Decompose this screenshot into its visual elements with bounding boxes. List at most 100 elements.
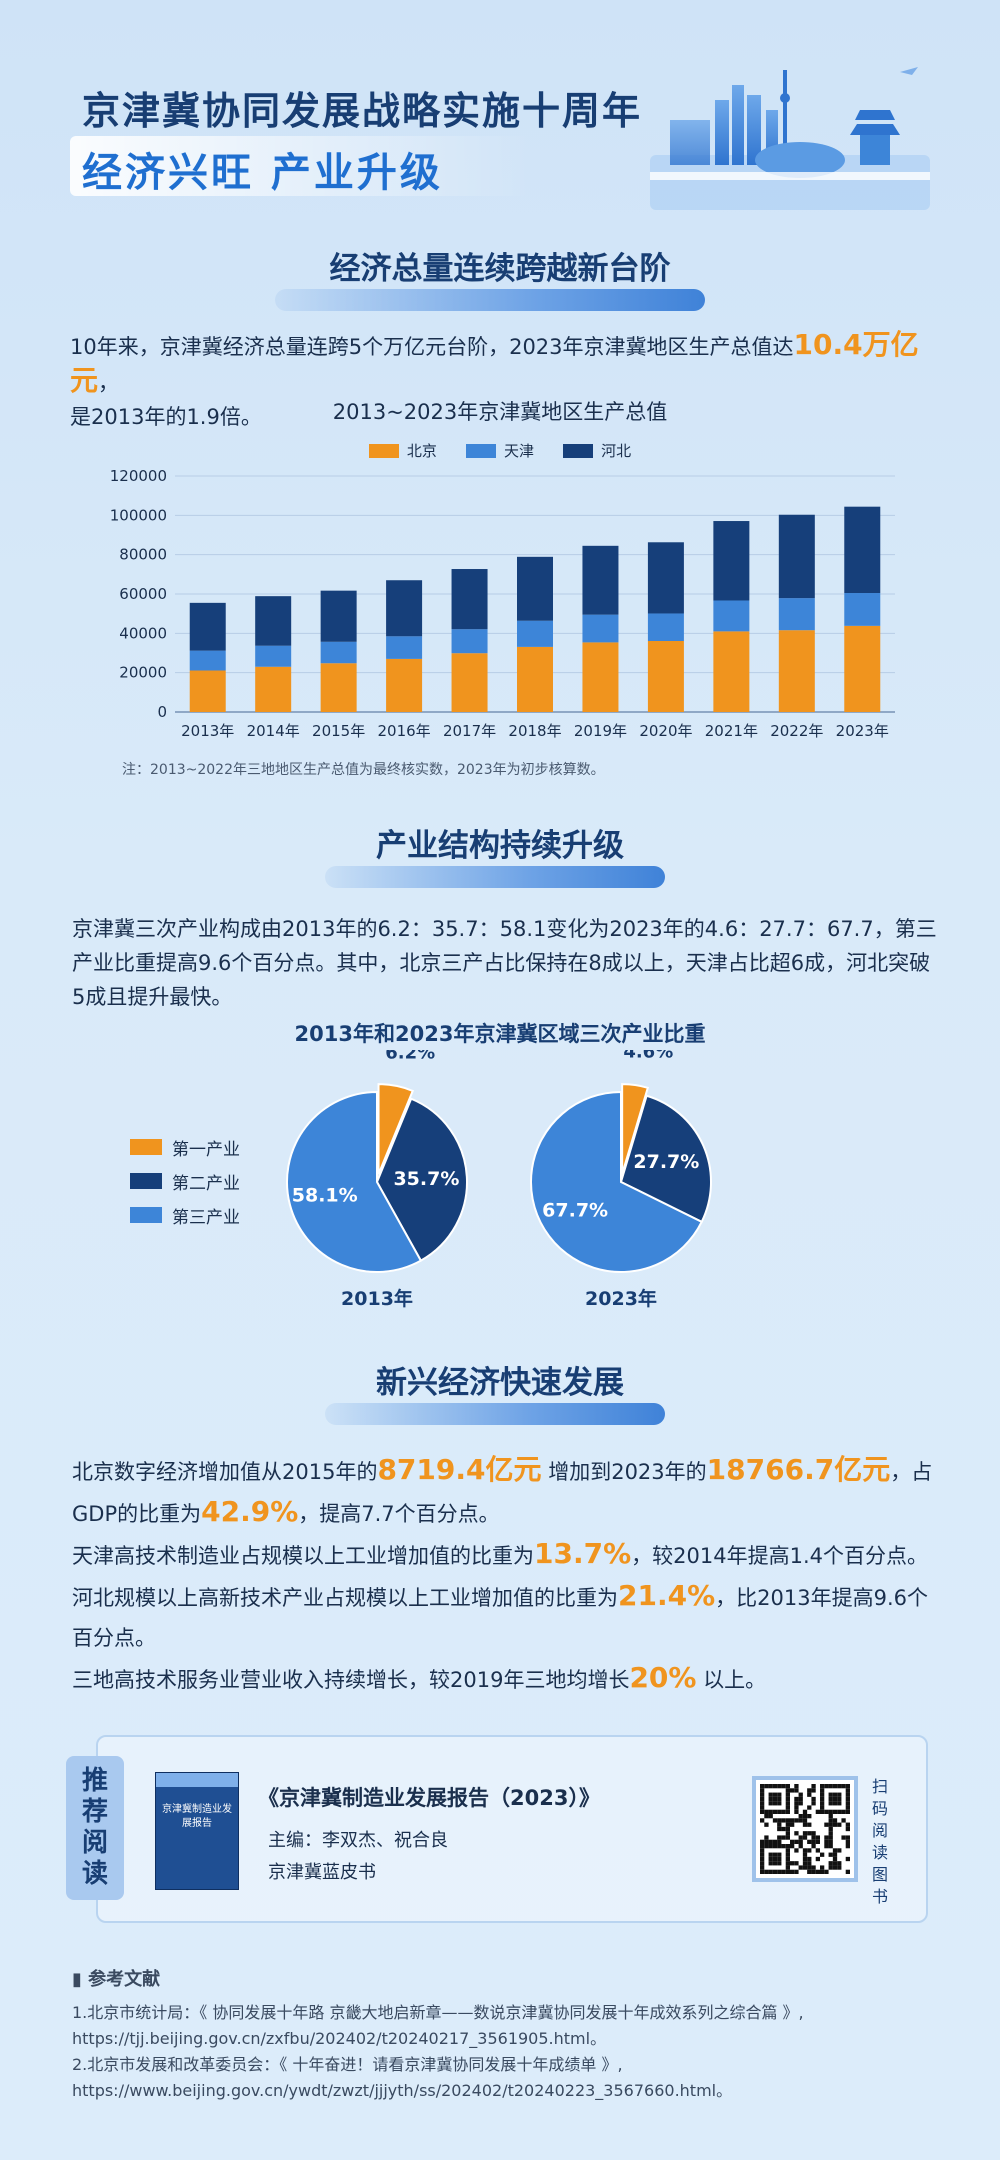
- qr-module: [845, 1822, 850, 1827]
- legend-item-tianjin: 天津: [465, 440, 534, 461]
- x-tick-label: 2017年: [443, 722, 496, 740]
- y-tick-label: 20000: [119, 664, 167, 682]
- qr-module: [798, 1818, 803, 1823]
- qr-module: [828, 1839, 833, 1844]
- qr-module: [764, 1809, 769, 1814]
- qr-module: [841, 1818, 846, 1823]
- bar-segment-北京: [778, 630, 815, 712]
- qr-module: [768, 1796, 773, 1802]
- pie-swatch-primary: [130, 1139, 162, 1155]
- y-tick-label: 60000: [119, 585, 167, 603]
- qr-module: [781, 1835, 786, 1840]
- qr-code[interactable]: [752, 1776, 858, 1882]
- qr-module: [760, 1801, 765, 1806]
- qr-module: [802, 1814, 808, 1819]
- pie-chart-title: 2013年和2023年京津冀区域三次产业比重: [294, 1022, 706, 1046]
- qr-module: [802, 1818, 808, 1823]
- pie-data-label: 35.7%: [393, 1168, 459, 1190]
- qr-module: [785, 1788, 790, 1793]
- qr-module: [777, 1801, 782, 1806]
- book-cover-image[interactable]: 京津冀制造业发展报告: [155, 1772, 239, 1890]
- qr-module: [832, 1852, 838, 1857]
- qr-module: [794, 1848, 799, 1853]
- bar-segment-天津: [713, 600, 750, 632]
- legend-swatch-beijing: [368, 443, 399, 458]
- qr-module: [807, 1861, 812, 1866]
- qr-module: [785, 1822, 790, 1827]
- qr-module: [824, 1844, 829, 1849]
- qr-module: [845, 1788, 850, 1793]
- qr-module: [777, 1835, 782, 1840]
- qr-module: [772, 1844, 778, 1849]
- qr-module: [845, 1839, 850, 1844]
- new-economy-paragraph: 北京数字经济增加值从2015年的8719.4亿元 增加到2023年的18766.…: [72, 1450, 962, 1700]
- qr-module: [794, 1831, 799, 1836]
- qr-module: [781, 1818, 786, 1823]
- qr-module: [802, 1848, 808, 1853]
- legend-item-hebei: 河北: [563, 440, 631, 461]
- qr-module: [794, 1869, 799, 1874]
- qr-module: [845, 1844, 850, 1849]
- qr-module: [832, 1796, 838, 1802]
- x-tick-label: 2019年: [574, 722, 627, 740]
- x-tick-label: 2018年: [508, 722, 561, 740]
- qr-module: [781, 1826, 786, 1832]
- bar-chart-title: 2013~2023年京津冀地区生产总值: [332, 400, 668, 424]
- qr-module: [845, 1856, 850, 1862]
- qr-module: [815, 1848, 820, 1853]
- pie-year-2013: 2013年: [341, 1288, 413, 1310]
- qr-module: [837, 1865, 842, 1870]
- qr-module: [760, 1861, 765, 1866]
- bar-segment-河北: [778, 514, 815, 599]
- qr-module: [824, 1869, 829, 1874]
- qr-module: [777, 1796, 782, 1802]
- reference-link[interactable]: https://www.beijing.gov.cn/ywdt/zwzt/jjj…: [72, 2081, 733, 2100]
- qr-label-char: 图: [872, 1865, 889, 1884]
- qr-module: [781, 1784, 786, 1789]
- qr-module: [828, 1826, 833, 1832]
- pie-legend-item-secondary: 第二产业: [130, 1164, 240, 1198]
- economy-text-c: 是2013年的1.9倍。: [70, 405, 262, 429]
- qr-module: [768, 1809, 773, 1814]
- qr-module: [785, 1801, 790, 1806]
- reference-link[interactable]: https://tjj.beijing.gov.cn/zxfbu/202402/…: [72, 2029, 607, 2048]
- pie-data-label: 58.1%: [292, 1185, 358, 1207]
- qr-module: [768, 1852, 773, 1857]
- qr-module: [777, 1792, 782, 1797]
- industry-pie-charts: 6.2% 35.7% 58.1% 4.6% 27.7% 67.7%: [286, 1050, 712, 1273]
- economy-text-a: 10年来，京津冀经济总量连跨5个万亿元台阶，2023年京津冀地区生产总值达: [70, 335, 794, 359]
- qr-module: [832, 1792, 838, 1797]
- qr-module: [807, 1869, 812, 1874]
- hebei-hightech-value: 21.4%: [618, 1579, 716, 1612]
- bar-segment-河北: [451, 569, 488, 630]
- qr-module: [811, 1784, 816, 1789]
- qr-module: [798, 1844, 803, 1849]
- qr-module: [772, 1856, 778, 1862]
- bar-chart-legend: 北京 天津 河北: [0, 440, 1000, 462]
- qr-module: [781, 1869, 786, 1874]
- services-text-b: 以上。: [703, 1668, 767, 1692]
- book-title[interactable]: 《京津冀制造业发展报告（2023）》: [258, 1786, 600, 1810]
- bar-segment-河北: [386, 580, 423, 637]
- bar-segment-天津: [189, 650, 226, 671]
- y-tick-label: 100000: [110, 506, 167, 524]
- digital-economy-text-b: 增加到2023年的: [548, 1460, 707, 1484]
- pie-slice-第三产业: [530, 1090, 704, 1273]
- digital-economy-2015-value: 8719.4亿元: [377, 1453, 542, 1486]
- pie-legend-label-secondary: 第二产业: [172, 1173, 240, 1194]
- cover-band: [156, 1773, 238, 1787]
- qr-module: [802, 1856, 808, 1862]
- qr-module: [828, 1792, 833, 1797]
- qr-module: [785, 1831, 790, 1836]
- qr-module: [768, 1844, 773, 1849]
- qr-module: [820, 1852, 825, 1857]
- qr-module: [824, 1822, 829, 1827]
- qr-module: [790, 1818, 795, 1823]
- qr-module: [811, 1788, 816, 1793]
- qr-module: [794, 1818, 799, 1823]
- qr-module: [837, 1796, 842, 1802]
- section-title-bar: [275, 289, 705, 311]
- bar-segment-河北: [189, 602, 226, 651]
- bar-segment-北京: [320, 663, 357, 712]
- qr-module: [828, 1801, 833, 1806]
